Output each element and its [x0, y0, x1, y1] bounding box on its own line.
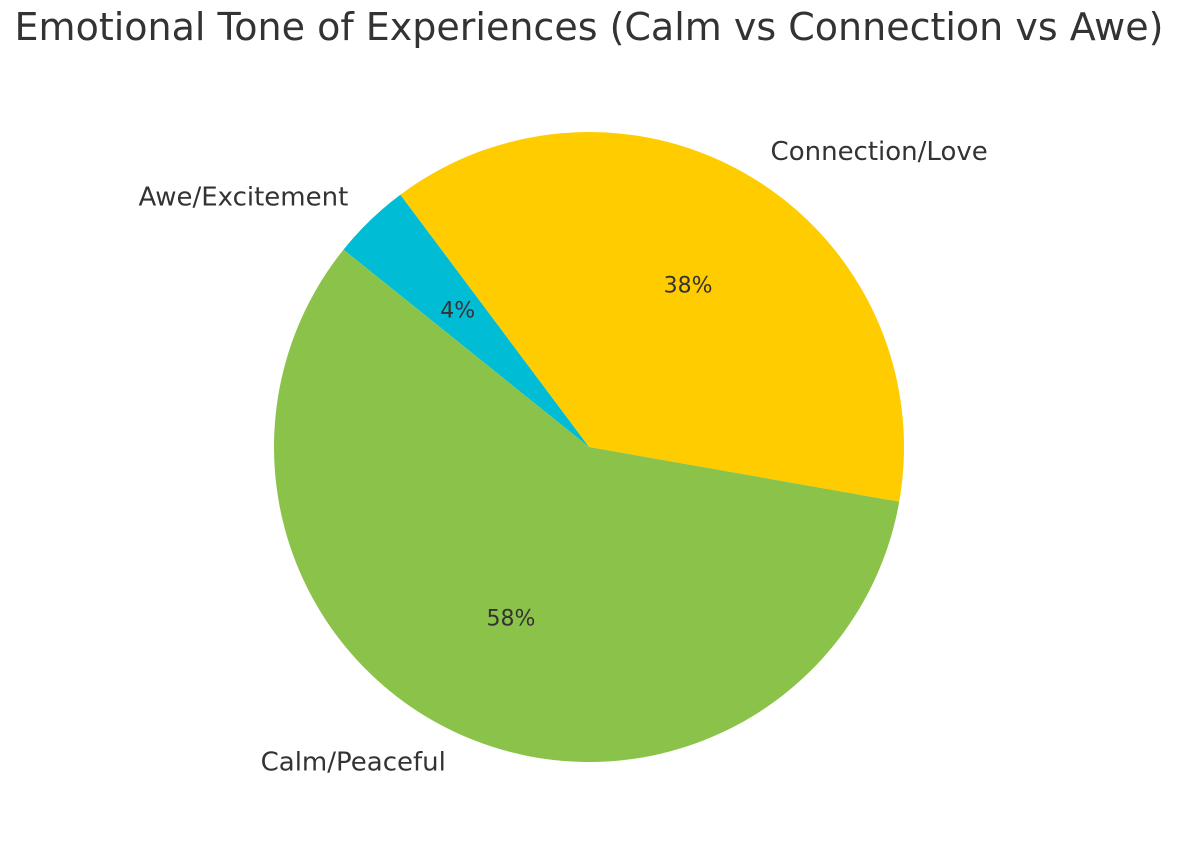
- chart-title: Emotional Tone of Experiences (Calm vs C…: [15, 5, 1164, 49]
- slice-label-calm-peaceful: Calm/Peaceful: [261, 748, 446, 778]
- pie-slices: [273, 132, 904, 762]
- slice-label-connection-love: Connection/Love: [771, 137, 988, 167]
- pie-slice-connection-love: [400, 132, 904, 502]
- pie-slice-awe-excitement: [343, 194, 589, 447]
- pie-labels: Connection/Love 38% Awe/Excitement 4% Calm/P…: [138, 137, 987, 778]
- slice-label-awe-excitement: Awe/Excitement: [138, 183, 348, 213]
- pie-slice-calm-peaceful: [273, 249, 900, 762]
- slice-value-calm-peaceful: 58%: [486, 607, 535, 632]
- slice-value-awe-excitement: 4%: [440, 299, 475, 324]
- slice-value-connection-love: 38%: [664, 274, 713, 299]
